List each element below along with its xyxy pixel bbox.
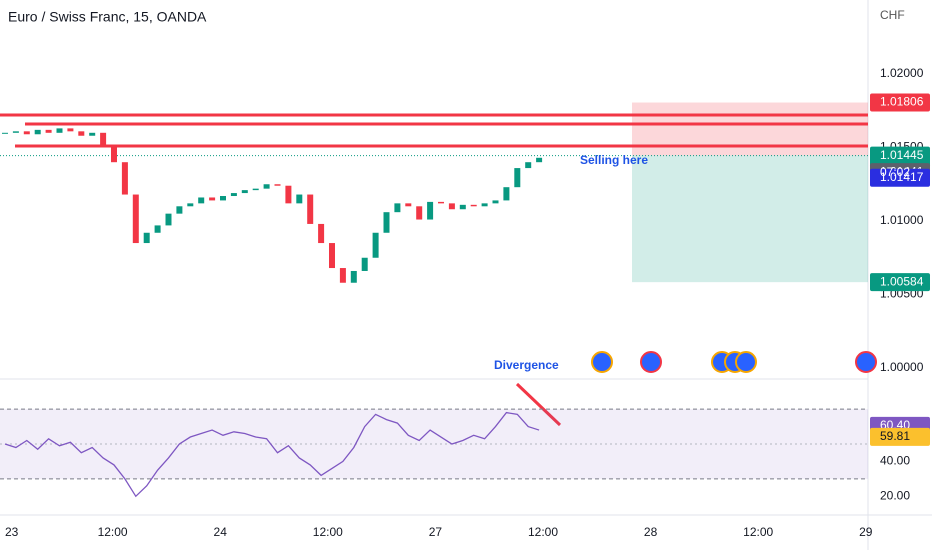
- price-badge-label: 1.01445: [880, 148, 924, 162]
- candle: [2, 132, 8, 134]
- time-label: 12:00: [98, 525, 128, 539]
- candle: [481, 203, 488, 207]
- candle: [470, 204, 477, 207]
- time-label: 23: [5, 525, 19, 539]
- price-tick-label: 1.01000: [880, 213, 924, 227]
- countdown: 07:02: [880, 165, 910, 179]
- price-badge-label: 1.00584: [880, 274, 924, 288]
- candle: [165, 213, 172, 226]
- candle: [176, 206, 183, 214]
- candle: [307, 194, 314, 224]
- candle: [78, 131, 85, 136]
- candle: [285, 185, 292, 204]
- candle: [121, 162, 128, 195]
- candle: [296, 194, 303, 204]
- candle: [111, 144, 117, 163]
- rsi-tick-label: 40.00: [880, 454, 910, 468]
- candle: [372, 232, 379, 258]
- candle: [230, 193, 237, 197]
- candle: [241, 190, 248, 194]
- time-label: 12:00: [743, 525, 773, 539]
- rsi-badge: [870, 427, 930, 446]
- candle: [198, 197, 205, 204]
- rsi-line: [4, 411, 540, 498]
- candle: [329, 243, 335, 269]
- candle: [492, 200, 499, 204]
- rsi-band: [0, 409, 868, 479]
- price-badge: [870, 273, 930, 292]
- candle: [361, 257, 368, 271]
- candle: [503, 187, 510, 201]
- candle: [23, 131, 30, 135]
- price-badge-label: 1.01417: [880, 170, 924, 184]
- candle: [459, 204, 466, 210]
- candle: [427, 201, 434, 220]
- candle: [525, 162, 532, 169]
- time-label: 12:00: [313, 525, 343, 539]
- candle: [416, 206, 423, 220]
- time-label: 27: [429, 525, 443, 539]
- annotation: Divergence: [494, 358, 559, 372]
- time-label: 28: [644, 525, 658, 539]
- candle: [383, 212, 390, 233]
- candle: [132, 194, 139, 244]
- candle: [34, 129, 41, 135]
- candle: [67, 128, 74, 132]
- candle: [143, 232, 150, 244]
- candle: [187, 203, 194, 207]
- candle: [12, 131, 19, 133]
- candle: [89, 132, 96, 136]
- price-tick-label: 1.00000: [880, 360, 924, 374]
- candle: [220, 196, 226, 201]
- rsi-tick-label: 20.00: [880, 488, 910, 502]
- candle: [438, 201, 444, 204]
- chart-title: Euro / Swiss Franc, 15, OANDA: [8, 9, 207, 25]
- candle: [100, 132, 107, 145]
- event-icons: [591, 351, 877, 373]
- price-badge: [870, 93, 930, 112]
- rsi-badge-label: 59.81: [880, 429, 910, 443]
- candle: [405, 203, 412, 207]
- divergence-line: [515, 382, 562, 427]
- annotation: Selling here: [580, 153, 648, 167]
- price-badge-label: 1.01806: [880, 95, 924, 109]
- price-badge: [870, 168, 930, 187]
- candle: [56, 128, 63, 133]
- candle: [514, 168, 521, 188]
- candle: [536, 157, 543, 163]
- time-label: 24: [214, 525, 228, 539]
- candle: [209, 197, 216, 201]
- time-label: 12:00: [528, 525, 558, 539]
- candle: [394, 203, 401, 213]
- candle: [252, 188, 259, 191]
- candle: [45, 129, 52, 133]
- target-zone: [632, 155, 868, 283]
- stop-zone: [632, 102, 868, 156]
- candle: [318, 223, 325, 244]
- price-tick-label: 1.02000: [880, 66, 924, 80]
- candle: [263, 184, 270, 189]
- candle: [350, 270, 357, 283]
- candle: [339, 268, 346, 283]
- time-label: 29: [859, 525, 873, 539]
- candle: [448, 203, 455, 210]
- currency-label: CHF: [880, 8, 905, 22]
- candle: [154, 225, 161, 233]
- candle: [274, 184, 281, 186]
